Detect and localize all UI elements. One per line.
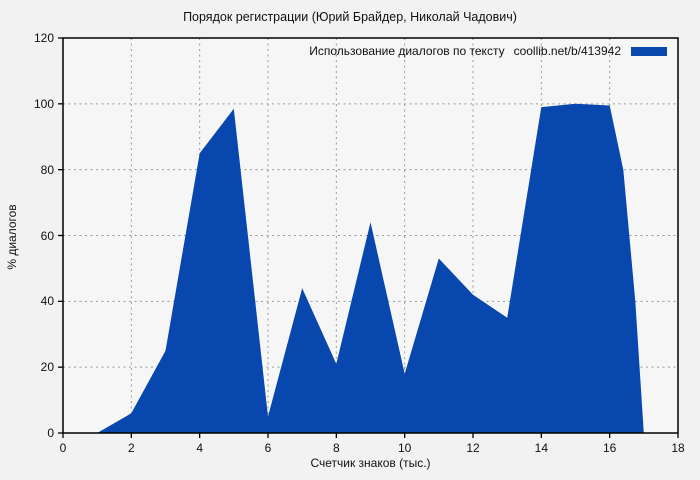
x-tick-label: 12 [466, 441, 480, 455]
x-tick-label: 10 [397, 441, 412, 455]
x-tick-label: 6 [264, 441, 272, 455]
y-tick-label: 40 [40, 294, 54, 309]
x-tick-label: 4 [196, 441, 203, 455]
axis-ticks [58, 37, 679, 438]
area-series [97, 103, 644, 434]
x-tick-label: 8 [332, 441, 340, 455]
legend-label: Использование диалогов по тексту [309, 44, 505, 58]
y-axis-label: % диалогов [5, 204, 19, 270]
y-tick-label: 80 [40, 162, 54, 177]
x-tick-label: 2 [127, 441, 135, 455]
y-tick-label: 20 [40, 360, 54, 375]
y-tick-label: 100 [33, 96, 54, 111]
legend: Использование диалогов по тексту coollib… [309, 44, 667, 58]
y-tick-label: 60 [40, 228, 54, 243]
x-tick-label: 18 [671, 441, 685, 455]
x-tick-label: 0 [59, 441, 67, 455]
legend-link: coollib.net/b/413942 [513, 44, 621, 58]
legend-swatch [631, 46, 667, 56]
x-tick-label: 14 [534, 441, 549, 455]
chart-title: Порядок регистрации (Юрий Брайдер, Никол… [183, 10, 517, 24]
y-tick-label: 0 [47, 426, 54, 440]
y-tick-label: 120 [33, 31, 54, 45]
x-tick-label: 16 [602, 441, 617, 455]
x-axis-label: Счетчик знаков (тыс.) [310, 456, 431, 470]
